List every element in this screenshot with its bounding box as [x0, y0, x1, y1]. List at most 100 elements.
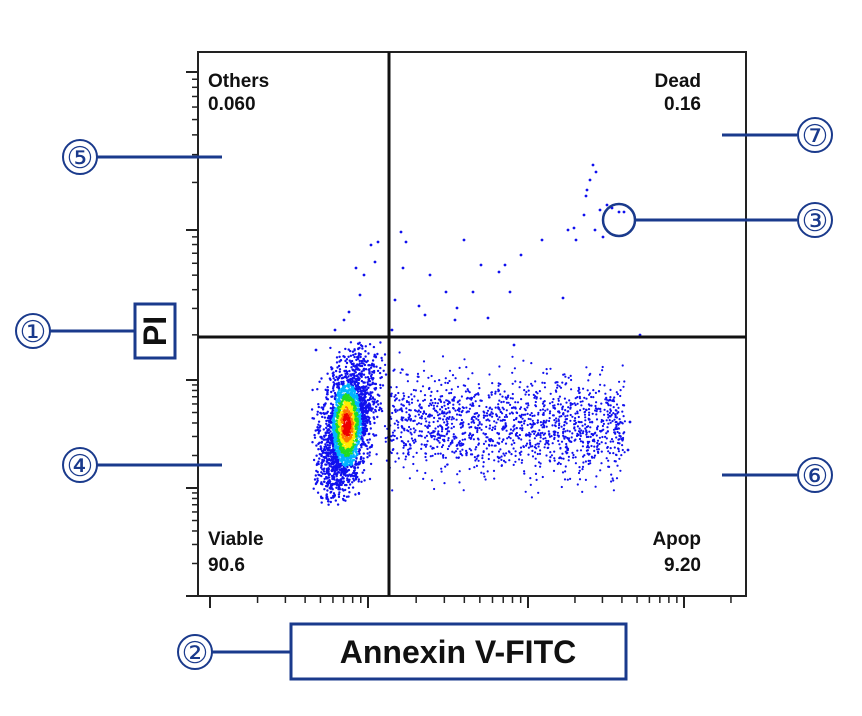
event-dot: [490, 408, 493, 411]
event-dot: [336, 503, 340, 506]
event-dot: [414, 389, 417, 392]
event-dot: [613, 431, 617, 434]
event-dot: [452, 397, 455, 401]
event-dot: [406, 373, 409, 376]
event-dot: [412, 455, 415, 458]
event-dot: [312, 487, 315, 490]
event-dot: [331, 409, 334, 412]
event-dot: [360, 379, 364, 383]
event-dot: [400, 425, 403, 428]
event-dot: [463, 358, 466, 361]
event-dot: [331, 443, 335, 446]
event-dot: [522, 359, 525, 362]
event-dot: [347, 389, 351, 392]
event-dot: [520, 415, 523, 418]
event-dot: [458, 442, 461, 445]
event-dot: [574, 456, 577, 459]
event-dot: [333, 447, 337, 450]
event-dot: [621, 444, 624, 447]
event-dot: [532, 393, 535, 396]
event-dot: [439, 408, 442, 411]
event-dot: [354, 380, 357, 383]
event-dot: [497, 388, 500, 391]
event-dot: [437, 452, 440, 455]
event-dot: [478, 387, 481, 390]
event-dot: [514, 450, 517, 453]
event-dot: [362, 373, 366, 376]
event-dot: [502, 452, 505, 455]
event-dot: [404, 444, 408, 447]
event-dot: [512, 425, 515, 428]
event-dot: [615, 416, 619, 419]
event-dot: [539, 432, 542, 435]
event-dot: [327, 476, 331, 479]
event-dot: [398, 351, 401, 354]
event-dot: [558, 424, 561, 427]
event-dot: [474, 412, 477, 415]
event-dot: [493, 477, 496, 480]
event-dot: [341, 446, 344, 449]
event-dot: [363, 401, 366, 404]
event-dot: [349, 458, 352, 462]
event-dot: [491, 428, 494, 432]
event-dot: [350, 433, 354, 436]
event-dot: [379, 383, 382, 387]
event-dot: [507, 450, 510, 453]
event-dot: [458, 403, 461, 406]
event-dot: [334, 426, 337, 429]
event-dot: [596, 439, 600, 442]
event-dot: [443, 411, 446, 414]
event-dot: [587, 425, 590, 428]
event-dot: [324, 463, 327, 466]
event-dot: [619, 435, 622, 438]
event-dot: [329, 402, 333, 405]
event-dot: [536, 419, 540, 422]
event-dot: [391, 489, 394, 492]
event-dot: [335, 375, 338, 379]
event-dot: [573, 439, 576, 442]
event-dot: [420, 443, 423, 446]
event-dot: [324, 434, 327, 437]
event-dot: [353, 448, 357, 451]
event-dot: [485, 425, 488, 428]
event-dot: [530, 496, 534, 499]
event-dot: [587, 435, 590, 438]
event-dot: [497, 270, 501, 274]
event-dot: [520, 424, 524, 427]
event-dot: [402, 466, 405, 469]
event-dot: [576, 396, 579, 399]
event-dot: [500, 464, 503, 467]
event-dot: [366, 359, 369, 363]
event-dot: [451, 439, 454, 442]
event-dot: [529, 477, 532, 480]
event-dot: [570, 388, 573, 391]
event-dot: [341, 451, 344, 454]
event-dot: [488, 424, 492, 427]
event-dot: [421, 385, 425, 388]
event-dot: [455, 306, 459, 310]
event-dot: [345, 361, 349, 365]
event-dot: [471, 372, 474, 375]
event-dot: [567, 437, 570, 441]
event-dot: [362, 369, 365, 372]
event-dot: [502, 400, 505, 403]
event-dot: [337, 381, 340, 384]
event-dot: [336, 430, 339, 433]
event-dot: [362, 469, 366, 472]
callout-4-number: ④: [67, 450, 94, 483]
event-dot: [352, 353, 355, 357]
event-dot: [608, 452, 612, 455]
event-dot: [422, 477, 425, 480]
event-dot: [535, 390, 538, 394]
event-dot: [440, 430, 444, 433]
event-dot: [369, 462, 373, 466]
event-dot: [564, 383, 567, 386]
event-dot: [440, 445, 444, 449]
event-dot: [332, 377, 335, 380]
event-dot: [459, 450, 462, 453]
event-dot: [526, 402, 530, 405]
event-dot: [403, 427, 406, 430]
event-dot: [498, 399, 501, 402]
event-dot: [609, 408, 612, 411]
event-dot: [587, 408, 591, 411]
